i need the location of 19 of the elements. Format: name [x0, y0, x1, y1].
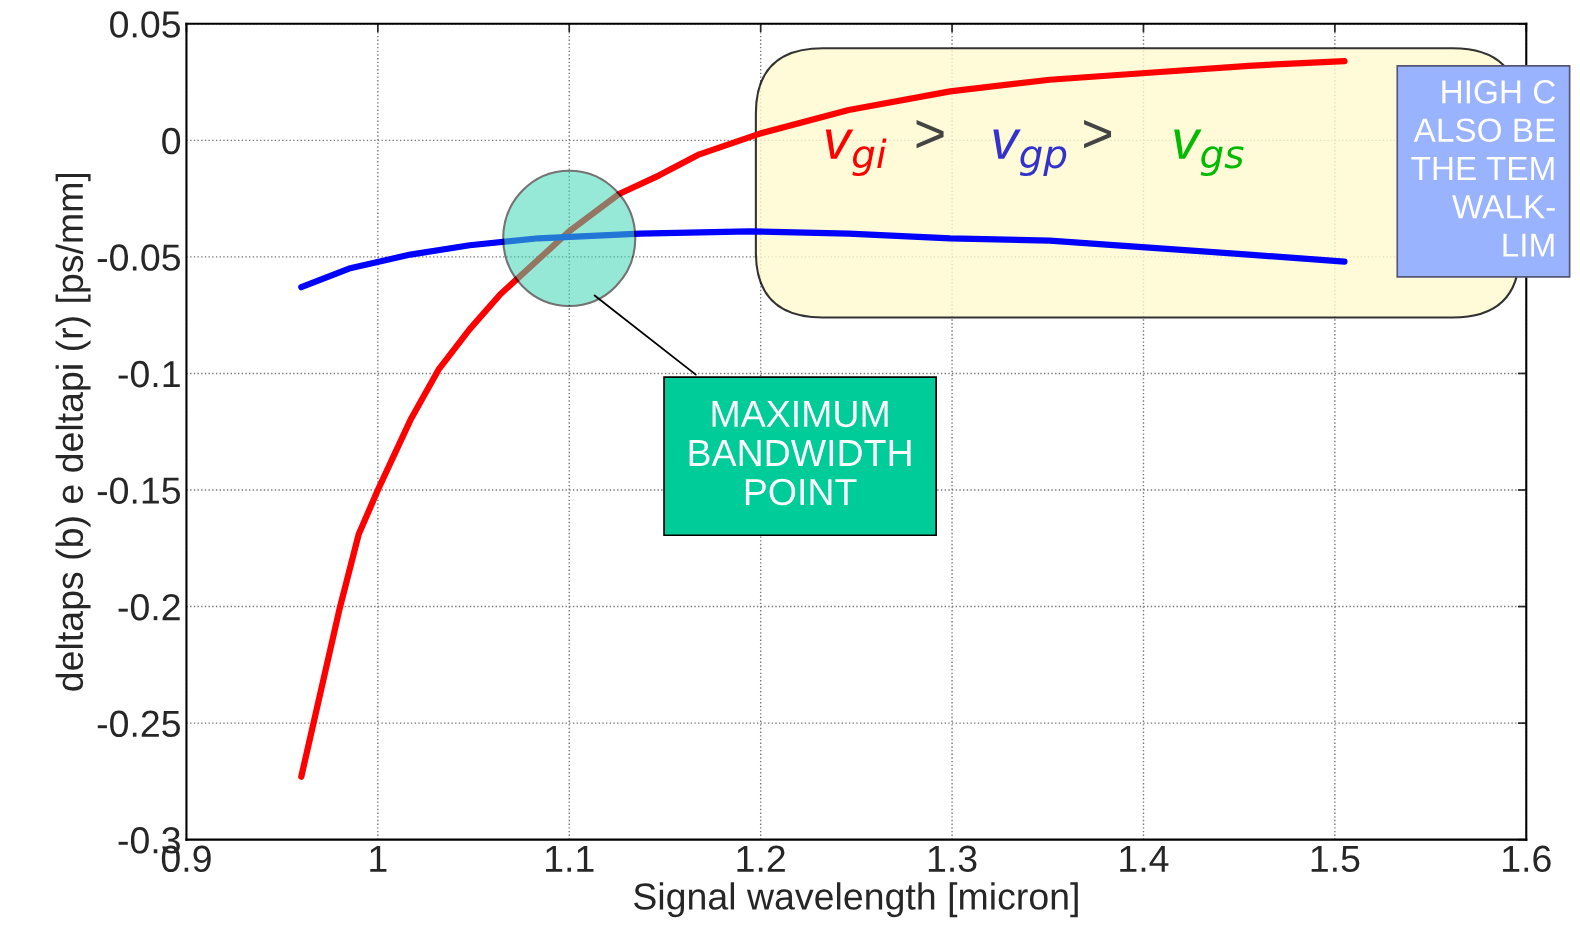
- annotation: v$_{gi}$ > v$_{gp}$ > v$_{gs}$: [825, 120, 1244, 177]
- x-tick-label: 1.1: [546, 845, 594, 872]
- x-tick-label: 1.4: [1120, 845, 1169, 872]
- x-axis-title: Signal wavelength [micron]: [634, 882, 1078, 918]
- x-tick-label: 1.2: [737, 845, 785, 872]
- y-tick-label: 0.05: [110, 11, 181, 38]
- y-tick-label: 0: [162, 127, 181, 155]
- y-axis-title: deltaps (b) e deltapi (r) [ps/mm]: [55, 173, 91, 691]
- x-tick-label: 1: [370, 845, 387, 872]
- x-tick-label: 1.5: [1311, 845, 1360, 873]
- annotation: HIGH C ALSO BE THE TEM WALK- LIM: [1411, 80, 1556, 257]
- y-tick-label: -0.2: [118, 593, 180, 621]
- y-tick-label: -0.05: [97, 244, 181, 271]
- x-tick-label: 1.6: [1503, 845, 1551, 873]
- y-tick-label: -0.1: [118, 360, 180, 388]
- x-tick-label: 1.3: [928, 845, 977, 873]
- annotation: MAXIMUM BANDWIDTH POINT: [689, 401, 911, 506]
- y-tick-label: -0.25: [97, 710, 181, 738]
- y-tick-label: -0.15: [97, 477, 181, 504]
